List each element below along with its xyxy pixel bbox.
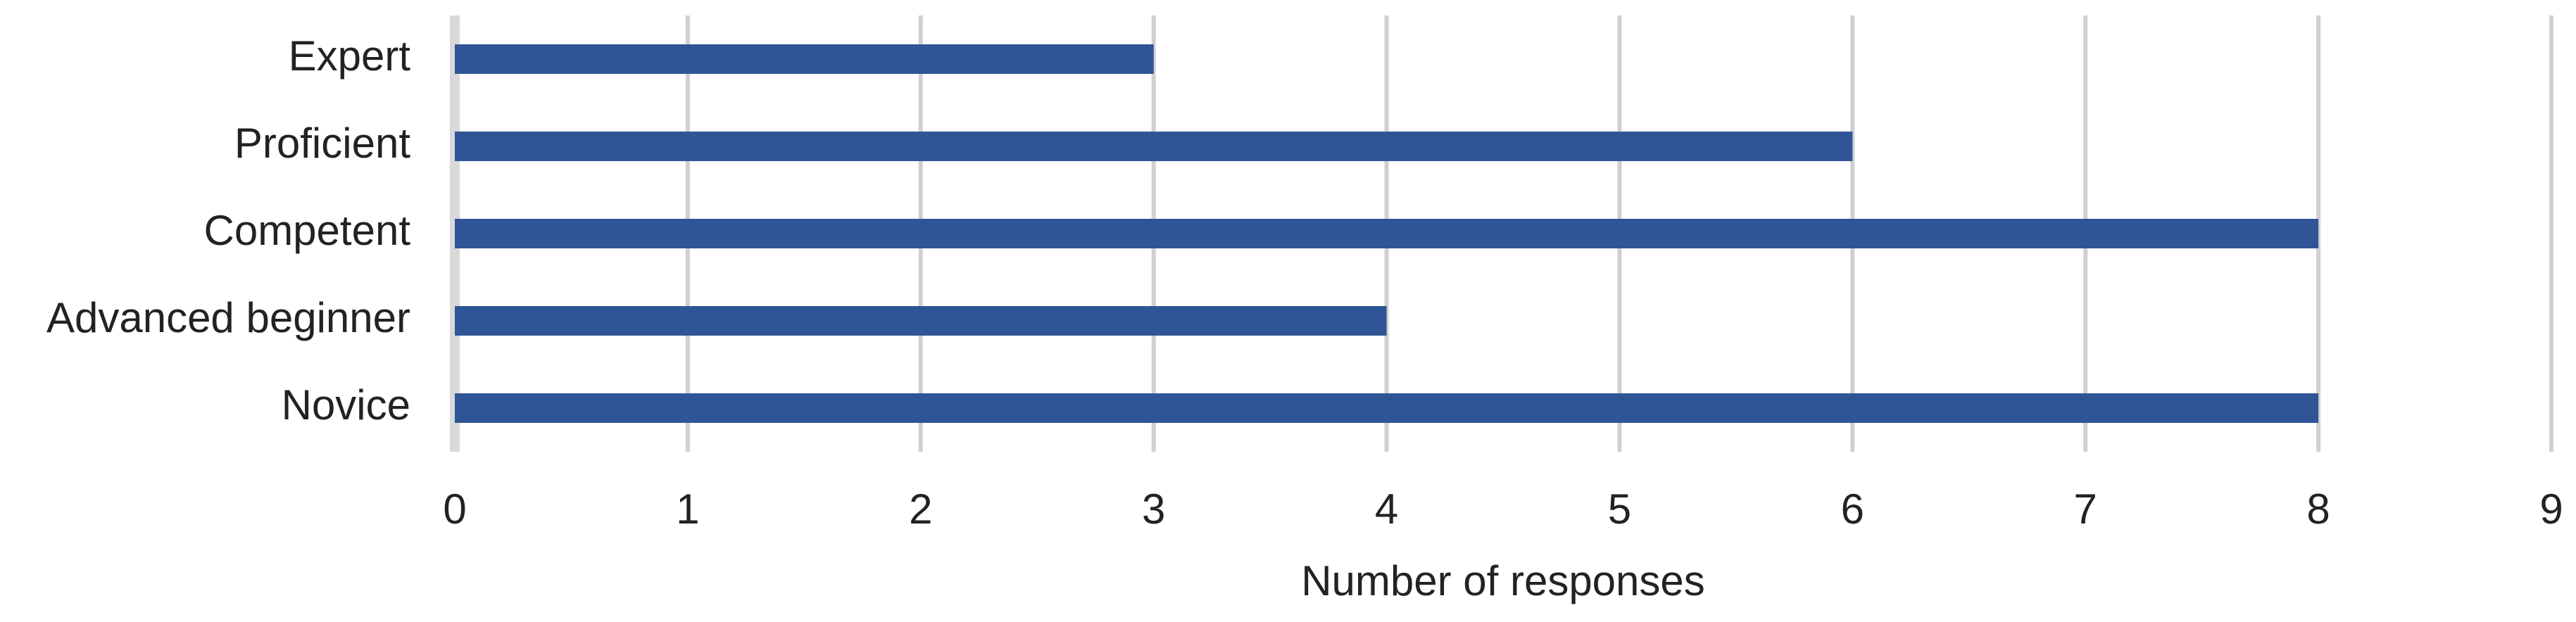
- x-tick-label: 4: [1375, 485, 1398, 533]
- x-tick-label: 8: [2306, 485, 2330, 533]
- y-tick-label: Advanced beginner: [46, 294, 410, 341]
- bar: [455, 393, 2319, 423]
- x-axis-title: Number of responses: [1301, 557, 1705, 604]
- bar: [455, 44, 1154, 74]
- x-tick-label: 2: [909, 485, 932, 533]
- bar: [455, 132, 1853, 161]
- bar: [455, 219, 2319, 248]
- y-tick-label: Proficient: [234, 120, 410, 167]
- x-tick-label: 9: [2539, 485, 2563, 533]
- x-tick-label: 7: [2074, 485, 2097, 533]
- x-tick-label: 3: [1142, 485, 1165, 533]
- x-tick-label: 5: [1608, 485, 1631, 533]
- x-tick-label: 1: [676, 485, 699, 533]
- y-tick-label: Expert: [289, 32, 411, 80]
- y-tick-label: Novice: [282, 381, 410, 429]
- bar: [455, 306, 1387, 336]
- x-tick-label: 6: [1841, 485, 1864, 533]
- y-tick-label: Competent: [204, 207, 411, 254]
- x-tick-label: 0: [443, 485, 466, 533]
